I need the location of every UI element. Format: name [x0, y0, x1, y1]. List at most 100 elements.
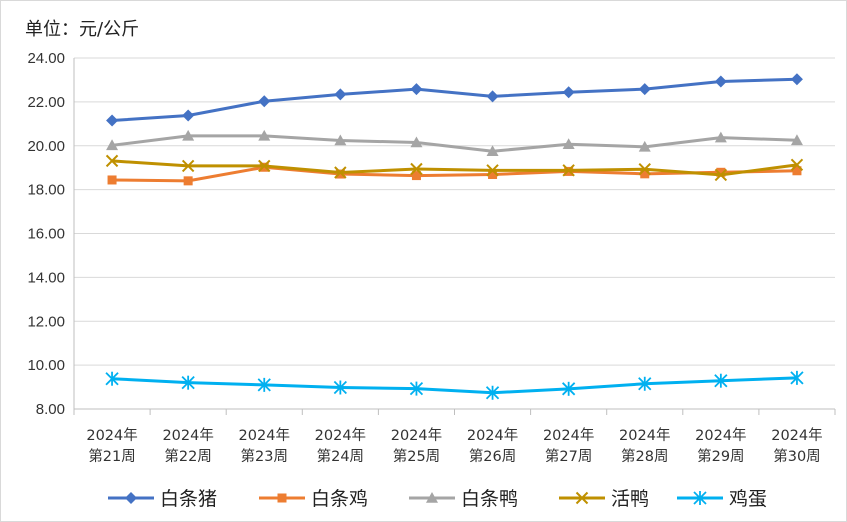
grid-lines [74, 57, 835, 366]
data-point [183, 176, 193, 186]
x-tick-label-line: 2024年 [239, 427, 290, 444]
y-tick-label: 14.00 [27, 269, 65, 286]
data-point [181, 375, 195, 390]
x-tick-label: 2024年第24周 [315, 427, 366, 465]
y-tick-label: 24.00 [27, 50, 65, 67]
x-tick-label-line: 第24周 [317, 447, 364, 465]
data-point [106, 114, 119, 127]
legend-marker [426, 492, 438, 503]
data-point [716, 167, 726, 177]
x-tick-label-line: 第21周 [88, 447, 135, 465]
data-point [410, 162, 423, 176]
data-point [562, 381, 576, 396]
legend-label: 白条鸡 [311, 488, 368, 510]
data-point [182, 129, 195, 141]
y-tick-label: 16.00 [27, 226, 65, 243]
marker-stroke [638, 163, 651, 176]
data-point [790, 158, 804, 172]
data-point [334, 134, 347, 146]
data-point [258, 95, 271, 108]
legend: 白条猪 白条鸡 白条鸭 活鸭 鸡蛋 [108, 488, 767, 510]
data-point [638, 163, 651, 176]
x-tick-label-line: 2024年 [315, 427, 366, 444]
data-point [486, 145, 499, 157]
legend-marker [125, 492, 137, 504]
x-tick-label-line: 第27周 [545, 447, 592, 465]
data-point [410, 136, 423, 148]
data-point [486, 90, 499, 103]
data-point [334, 88, 347, 101]
legend-label: 活鸭 [611, 488, 649, 510]
marker-stroke [575, 491, 589, 505]
x-tick-label-line: 第23周 [241, 447, 288, 465]
data-point [410, 83, 423, 96]
data-point [105, 154, 119, 168]
x-tick-label: 2024年第27周 [543, 427, 594, 465]
data-point [257, 377, 271, 392]
x-tick-label-line: 第28周 [621, 447, 668, 465]
data-point [714, 75, 727, 88]
marker-stroke [181, 159, 195, 173]
legend-marker [575, 491, 589, 505]
data-point [638, 140, 651, 152]
data-point [107, 175, 117, 185]
data-point [714, 168, 728, 182]
data-point [790, 370, 804, 385]
marker-stroke [258, 159, 271, 173]
data-point [411, 171, 421, 181]
axes: 8.00 10.00 12.00 14.00 16.00 18.00 20.00 22.00 2… [27, 50, 836, 465]
data-point [335, 169, 345, 179]
y-tick-label: 20.00 [27, 138, 65, 155]
legend-entry: 白条猪 [108, 488, 217, 510]
y-tick-label: 18.00 [27, 182, 65, 199]
series-1 [106, 73, 803, 127]
data-point [638, 376, 652, 391]
x-tick-label-line: 第30周 [773, 447, 820, 465]
x-tick-label: 2024年第23周 [239, 427, 290, 465]
x-tick-label-line: 第26周 [469, 447, 516, 465]
x-tick-label: 2024年第29周 [695, 427, 746, 465]
x-tick-label: 2024年第25周 [391, 427, 442, 465]
legend-label: 白条猪 [160, 488, 217, 510]
data-point [562, 164, 575, 177]
legend-label: 鸡蛋 [729, 488, 767, 510]
legend-entry: 鸡蛋 [677, 488, 767, 510]
data-point [485, 385, 500, 400]
data-point [792, 166, 802, 176]
series-group [105, 73, 804, 400]
y-tick-label: 22.00 [27, 94, 65, 111]
marker-stroke [486, 164, 499, 177]
x-tick-label-line: 第25周 [393, 447, 440, 465]
data-point [181, 159, 195, 173]
data-point [562, 86, 575, 99]
x-tick-label-line: 第29周 [697, 447, 744, 465]
data-point [105, 371, 119, 386]
data-point [790, 73, 803, 86]
data-point [790, 134, 803, 146]
x-tick-label-line: 2024年 [619, 427, 670, 444]
x-tick-label: 2024年第28周 [619, 427, 670, 465]
x-tick-label-line: 2024年 [771, 427, 822, 444]
series-5 [105, 370, 804, 400]
x-tick-label-line: 2024年 [162, 427, 213, 444]
x-tick-label: 2024年第30周 [771, 427, 822, 465]
data-point [486, 164, 499, 177]
legend-label: 白条鸭 [461, 488, 518, 510]
series-4 [105, 154, 804, 182]
x-tick-label-line: 2024年 [391, 427, 442, 444]
series-line [111, 376, 798, 395]
data-point [488, 169, 498, 179]
marker-stroke [562, 164, 575, 177]
data-point [334, 166, 347, 179]
legend-entry: 活鸭 [559, 488, 649, 510]
x-tick-label-line: 第22周 [164, 447, 211, 465]
legend-entry: 白条鸡 [259, 488, 368, 510]
x-tick-label: 2024年第22周 [162, 427, 213, 465]
y-tick-label: 10.00 [27, 357, 65, 374]
marker-stroke [790, 158, 804, 172]
data-point [409, 381, 424, 396]
legend-marker [277, 493, 287, 503]
x-tick-label: 2024年第26周 [467, 427, 518, 465]
y-tick-label: 12.00 [27, 313, 65, 330]
data-point [638, 83, 651, 96]
